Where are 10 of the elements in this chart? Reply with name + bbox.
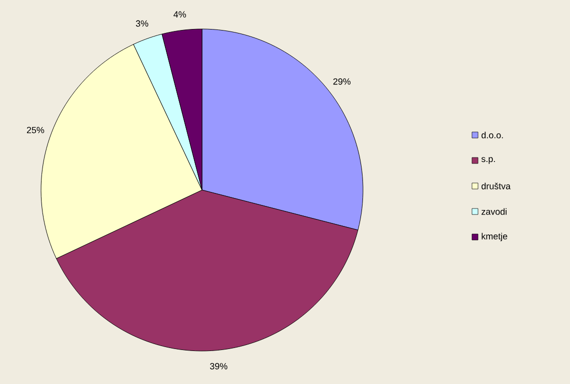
legend-label: kmetje bbox=[482, 232, 508, 242]
legend-label: društva bbox=[482, 182, 511, 190]
data-label: 3% bbox=[136, 20, 148, 27]
data-label: 39% bbox=[210, 363, 228, 370]
data-label: 29% bbox=[333, 78, 351, 85]
data-label: 4% bbox=[174, 11, 186, 18]
legend-label: s.p. bbox=[481, 157, 495, 164]
legend-label: d.o.o. bbox=[482, 132, 503, 138]
legend-label: zavodi bbox=[482, 208, 507, 215]
data-label: 25% bbox=[26, 126, 44, 134]
